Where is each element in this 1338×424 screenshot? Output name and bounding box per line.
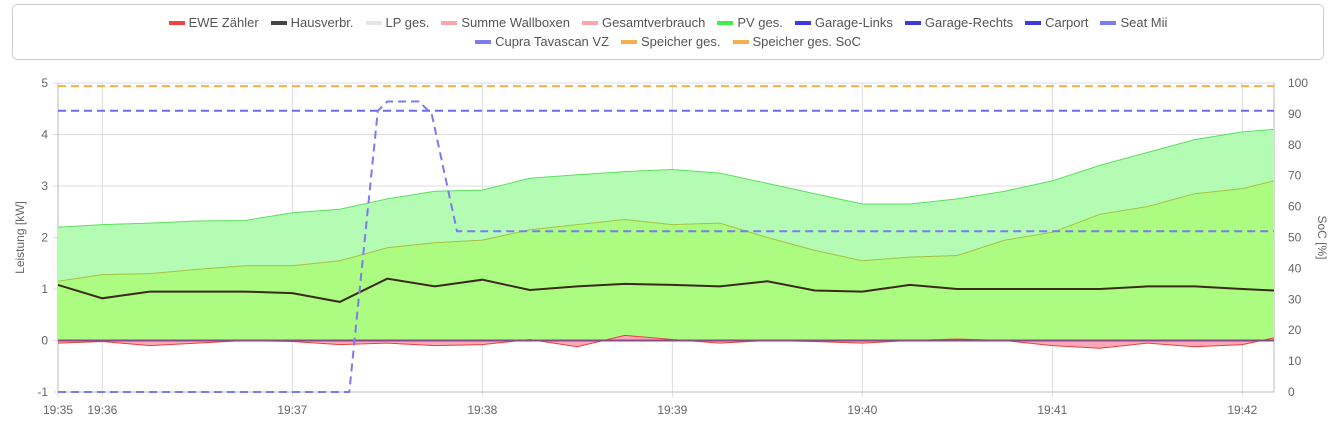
legend-item[interactable]: Garage-Rechts bbox=[904, 15, 1014, 30]
green-series-line bbox=[57, 180, 1275, 282]
legend-swatch bbox=[717, 20, 734, 25]
x-tick-label: 19:41 bbox=[1037, 403, 1067, 417]
y2-tick-label: 50 bbox=[1288, 231, 1302, 245]
legend-item[interactable]: Carport bbox=[1025, 15, 1088, 30]
y2-tick-label: 70 bbox=[1288, 169, 1302, 183]
y-tick-label: 5 bbox=[41, 76, 48, 90]
legend-label: EWE Zähler bbox=[188, 15, 259, 30]
y-axis-label: Leistung [kW] bbox=[13, 201, 27, 274]
y2-tick-label: 30 bbox=[1288, 292, 1302, 306]
legend-swatch bbox=[582, 20, 599, 25]
legend-swatch bbox=[1100, 20, 1117, 25]
x-tick-label: 19:38 bbox=[467, 403, 497, 417]
y2-tick-label: 40 bbox=[1288, 261, 1302, 275]
legend-swatch bbox=[270, 20, 287, 25]
x-tick-label: 19:40 bbox=[847, 403, 877, 417]
legend-label: Seat Mii bbox=[1120, 15, 1168, 30]
legend-item[interactable]: Speicher ges. SoC bbox=[732, 34, 861, 49]
legend-swatch bbox=[1025, 20, 1042, 25]
legend-swatch bbox=[441, 20, 458, 25]
legend: EWE Zähler Hausverbr. LP ges. Summe Wallbox… bbox=[12, 4, 1324, 60]
legend-swatch bbox=[732, 39, 749, 44]
legend-item[interactable]: Summe Wallboxen bbox=[441, 15, 570, 30]
legend-label: Speicher ges. bbox=[641, 34, 721, 49]
x-tick-label: 19:39 bbox=[657, 403, 687, 417]
legend-swatch bbox=[168, 20, 185, 25]
legend-label: Cupra Tavascan VZ bbox=[495, 34, 610, 49]
legend-item[interactable]: LP ges. bbox=[365, 15, 430, 30]
y2-tick-label: 90 bbox=[1288, 107, 1302, 121]
legend-item[interactable]: Hausverbr. bbox=[270, 15, 354, 30]
x-tick-label: 19:37 bbox=[277, 403, 307, 417]
y2-tick-label: 60 bbox=[1288, 200, 1302, 214]
x-tick-label: 19:36 bbox=[87, 403, 117, 417]
legend-label: Speicher ges. SoC bbox=[752, 34, 861, 49]
legend-label: Garage-Rechts bbox=[924, 15, 1014, 30]
x-tick-label: 19:35 bbox=[43, 403, 73, 417]
legend-item[interactable]: Seat Mii bbox=[1100, 15, 1167, 30]
y-tick-label: -1 bbox=[37, 385, 48, 399]
legend-label: Hausverbr. bbox=[290, 15, 354, 30]
seat-mii-soc-line bbox=[58, 100, 1274, 393]
y-tick-label: 0 bbox=[41, 334, 48, 348]
y2-tick-label: 0 bbox=[1288, 385, 1295, 399]
legend-swatch bbox=[365, 20, 382, 25]
legend-item[interactable]: Garage-Links bbox=[794, 15, 893, 30]
y2-tick-label: 100 bbox=[1288, 76, 1308, 90]
legend-item[interactable]: Cupra Tavascan VZ bbox=[475, 34, 609, 49]
y2-axis-label: SoC [%] bbox=[1315, 215, 1329, 259]
legend-swatch bbox=[904, 20, 921, 25]
x-tick-label: 19:42 bbox=[1227, 403, 1257, 417]
legend-item[interactable]: PV ges. bbox=[717, 15, 783, 30]
legend-swatch bbox=[794, 20, 811, 25]
legend-item[interactable]: Gesamtverbrauch bbox=[582, 15, 705, 30]
legend-swatch bbox=[475, 39, 492, 44]
y-tick-label: 2 bbox=[41, 231, 48, 245]
green-series-area bbox=[58, 180, 1274, 341]
y2-tick-label: 20 bbox=[1288, 323, 1302, 337]
legend-label: Carport bbox=[1045, 15, 1089, 30]
legend-label: LP ges. bbox=[385, 15, 430, 30]
y2-tick-label: 80 bbox=[1288, 138, 1302, 152]
legend-label: Summe Wallboxen bbox=[461, 15, 571, 30]
hausverbr-line bbox=[57, 277, 1275, 303]
legend-label: Gesamtverbrauch bbox=[602, 15, 706, 30]
y-tick-label: 4 bbox=[41, 128, 48, 142]
legend-item[interactable]: Speicher ges. bbox=[621, 34, 721, 49]
legend-swatch bbox=[621, 39, 638, 44]
y-tick-label: 1 bbox=[41, 282, 48, 296]
pv-series-line bbox=[57, 128, 1275, 228]
y-tick-label: 3 bbox=[41, 179, 48, 193]
legend-label: Garage-Links bbox=[814, 15, 893, 30]
legend-label: PV ges. bbox=[737, 15, 783, 30]
y2-tick-label: 10 bbox=[1288, 354, 1302, 368]
legend-item[interactable]: EWE Zähler bbox=[168, 15, 259, 30]
